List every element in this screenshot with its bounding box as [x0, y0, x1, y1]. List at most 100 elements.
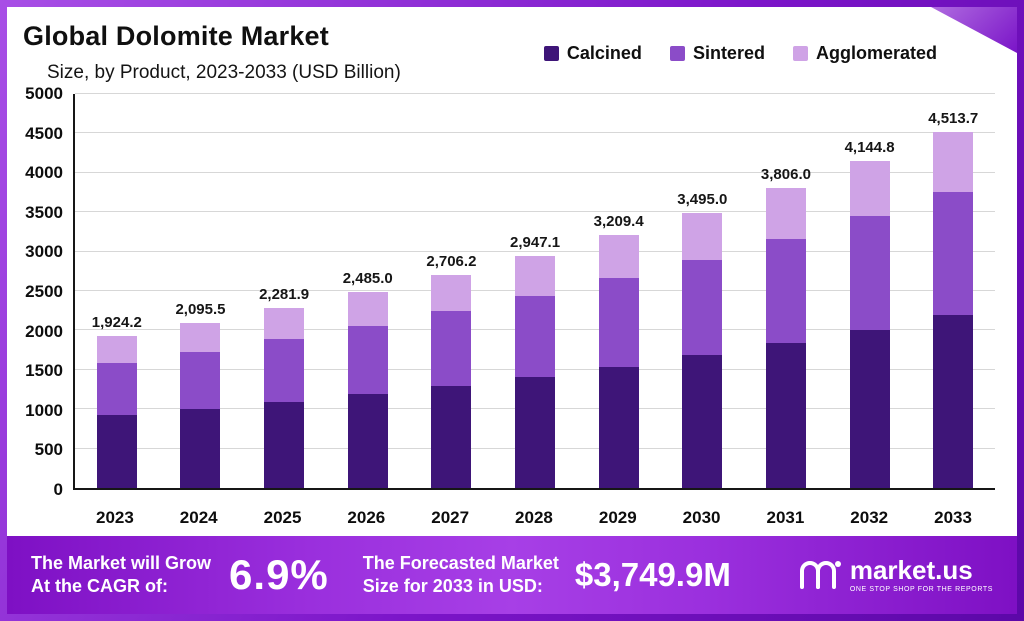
- bar-segment-calcined: [515, 376, 556, 488]
- y-tick-label: 4000: [25, 163, 63, 183]
- bar-stack: [180, 322, 221, 488]
- legend-label: Calcined: [566, 43, 642, 63]
- bar-segment-agglomerated: [849, 161, 890, 217]
- bar-stack: [96, 336, 137, 488]
- bar-column: 2,281.9: [242, 94, 326, 488]
- bar-segment-agglomerated: [180, 322, 221, 352]
- legend: Calcined Sintered Agglomerated: [543, 43, 937, 64]
- bar-segment-sintered: [598, 278, 639, 367]
- bar-column: 3,806.0: [744, 94, 828, 488]
- y-tick-label: 0: [53, 480, 63, 499]
- gridline: [75, 171, 995, 173]
- legend-item-calcined: Calcined: [543, 43, 642, 64]
- bar-column: 3,209.4: [577, 94, 661, 488]
- cagr-value: 6.9%: [229, 551, 329, 598]
- plot-area: 1,924.2 2,095.5 2,281.9 2,485.0 2,706.2 2,947…: [73, 93, 995, 490]
- bar-total-label: 3,495.0: [677, 190, 728, 208]
- bar-segment-sintered: [515, 295, 556, 377]
- x-axis-labels: 2023 2024 2025 2026 2027 2028 2029 2030 2031 2032…: [73, 490, 995, 528]
- bar-stack: [765, 188, 806, 488]
- gridline: [75, 93, 995, 94]
- x-tick-label: 2023: [95, 508, 134, 527]
- chart-section: 0 500 1000 1500 2000 2500 3000 3500 4000 4500 5000…: [7, 84, 1017, 536]
- bar-segment-sintered: [96, 363, 137, 416]
- bar-segment-agglomerated: [96, 336, 137, 364]
- forecast-label-line2: Size for 2033 in USD:: [362, 576, 543, 596]
- bar-total-label: 2,706.2: [426, 252, 477, 270]
- infographic-content: Global Dolomite Market Size, by Product,…: [7, 7, 1017, 614]
- market-us-logo: market.us ONE STOP SHOP FOR THE REPORTS: [798, 555, 993, 596]
- x-tick-label: 2030: [682, 508, 721, 527]
- bar-segment-agglomerated: [682, 212, 723, 261]
- bar-segment-sintered: [682, 260, 723, 355]
- y-tick-label: 2500: [25, 282, 63, 301]
- bar-column: 2,706.2: [410, 94, 494, 488]
- x-tick-label: 2027: [431, 508, 470, 527]
- chart-subtitle: Size, by Product, 2023-2033 (USD Billion…: [47, 62, 401, 83]
- bar-column: 3,495.0: [660, 94, 744, 488]
- bar-segment-sintered: [933, 191, 974, 315]
- bar-segment-calcined: [431, 385, 472, 488]
- x-tick-label: 2031: [766, 508, 805, 527]
- x-tick-label: 2026: [347, 508, 386, 527]
- legend-label: Agglomerated: [815, 43, 937, 63]
- logo-text-block: market.us ONE STOP SHOP FOR THE REPORTS: [850, 557, 993, 593]
- bar-column: 4,144.8: [828, 94, 912, 488]
- bar-total-label: 3,209.4: [593, 213, 644, 231]
- x-tick-label: 2024: [179, 508, 218, 527]
- bar-total-label: 3,806.0: [760, 166, 811, 184]
- bar-column: 2,485.0: [326, 94, 410, 488]
- bar-segment-agglomerated: [347, 292, 388, 326]
- chart-header: Global Dolomite Market Size, by Product,…: [7, 7, 1017, 84]
- bar-stack: [598, 235, 639, 488]
- bar-segment-sintered: [431, 310, 472, 386]
- bar-segment-calcined: [347, 394, 388, 488]
- y-tick-label: 500: [34, 440, 63, 460]
- legend-item-agglomerated: Agglomerated: [792, 43, 937, 64]
- bar-segment-agglomerated: [515, 255, 556, 296]
- bar-segment-agglomerated: [598, 235, 639, 279]
- cagr-label: The Market will Grow At the CAGR of:: [31, 552, 211, 599]
- bar-segment-sintered: [849, 216, 890, 330]
- bar-total-label: 2,281.9: [259, 286, 310, 304]
- legend-swatch-agglomerated-icon: [792, 46, 808, 61]
- bar-segment-calcined: [264, 402, 305, 488]
- bar-segment-sintered: [347, 325, 388, 395]
- y-tick-label: 3500: [25, 202, 63, 222]
- bar-column: 1,924.2: [75, 94, 159, 488]
- bar-segment-calcined: [96, 415, 137, 488]
- bar-segment-calcined: [933, 314, 974, 488]
- bar-total-label: 4,144.8: [844, 139, 895, 157]
- bar-total-label: 2,485.0: [342, 270, 393, 288]
- bar-segment-agglomerated: [264, 308, 305, 340]
- bar-stack: [849, 161, 890, 488]
- forecast-label-line1: The Forecasted Market: [362, 552, 559, 573]
- bars-row: 1,924.2 2,095.5 2,281.9 2,485.0 2,706.2 2,947…: [75, 94, 995, 488]
- y-tick-label: 1000: [25, 400, 63, 420]
- legend-swatch-calcined-icon: [543, 46, 559, 61]
- x-tick-label: 2032: [850, 508, 889, 527]
- bar-segment-calcined: [765, 342, 806, 488]
- x-tick-label: 2028: [515, 508, 553, 527]
- y-axis: 0 500 1000 1500 2000 2500 3000 3500 4000 4500 5000: [13, 84, 73, 499]
- bar-total-label: 1,924.2: [91, 314, 142, 332]
- bar-stack: [347, 292, 388, 488]
- x-tick-label: 2025: [263, 508, 302, 527]
- market-us-logo-icon: [798, 555, 842, 596]
- bar-stack: [933, 132, 974, 488]
- bottom-banner: The Market will Grow At the CAGR of: 6.9…: [7, 536, 1017, 614]
- x-tick-label: 2029: [598, 508, 637, 527]
- legend-label: Sintered: [692, 43, 765, 63]
- bar-segment-agglomerated: [765, 188, 806, 239]
- logo-text: market.us: [849, 555, 973, 585]
- bar-column: 2,095.5: [159, 94, 243, 488]
- bar-stack: [264, 308, 305, 488]
- x-tick-label: 2033: [934, 508, 972, 527]
- cagr-label-line2: At the CAGR of:: [31, 576, 168, 596]
- gridline: [75, 250, 995, 252]
- bar-total-label: 4,513.7: [928, 110, 979, 128]
- y-tick-label: 3000: [25, 242, 63, 262]
- bar-segment-calcined: [598, 366, 639, 488]
- gridline: [75, 132, 995, 134]
